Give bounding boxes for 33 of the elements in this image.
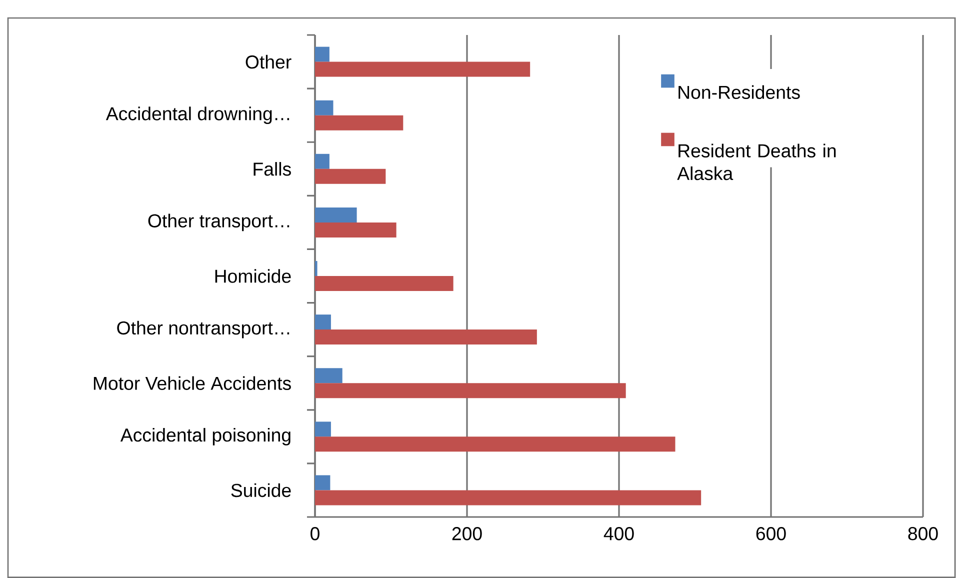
bar <box>315 330 537 345</box>
bar <box>315 100 334 116</box>
bar <box>315 62 530 77</box>
bar <box>315 115 404 130</box>
bar <box>315 222 396 238</box>
bar <box>315 490 702 506</box>
x-tick-label: 0 <box>310 527 320 540</box>
bar <box>315 154 330 169</box>
y-tick-label: Other <box>246 54 292 69</box>
y-tick-label: Accidental poisoning <box>120 428 290 446</box>
bar <box>315 46 330 62</box>
y-tick-label: Other transport… <box>148 214 290 232</box>
bar <box>315 207 357 222</box>
legend-label: Resident Deaths in Alaska <box>677 144 836 180</box>
y-tick-label: Other nontransport… <box>117 320 290 338</box>
y-tick-label: Suicide <box>231 483 291 498</box>
x-tick-label: 200 <box>452 527 482 540</box>
bar <box>315 314 331 330</box>
bar <box>315 475 330 490</box>
bar <box>315 368 342 384</box>
bar <box>315 436 676 452</box>
x-tick-label: 800 <box>908 527 938 540</box>
bar <box>315 383 626 398</box>
bar <box>315 168 386 184</box>
bar <box>315 422 331 437</box>
y-tick-label: Falls <box>254 162 291 176</box>
x-tick-label: 600 <box>756 527 786 540</box>
y-tick-label: Accidental drowning… <box>106 106 290 124</box>
y-tick-label: Motor Vehicle Accidents <box>94 376 291 390</box>
legend-label: Non-Residents <box>678 85 800 99</box>
bar <box>315 276 454 292</box>
x-tick-label: 400 <box>604 527 634 540</box>
y-tick-label: Homicide <box>215 269 291 283</box>
